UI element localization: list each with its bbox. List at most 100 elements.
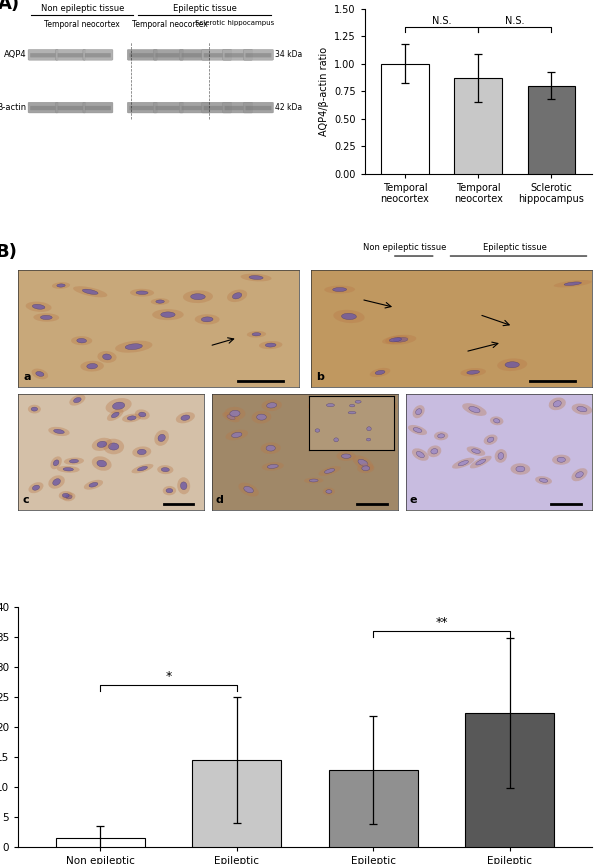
Ellipse shape (26, 302, 52, 312)
FancyBboxPatch shape (30, 53, 56, 57)
Ellipse shape (329, 393, 337, 396)
Ellipse shape (109, 443, 119, 450)
Ellipse shape (380, 402, 391, 408)
Ellipse shape (87, 364, 98, 369)
Ellipse shape (131, 453, 146, 456)
Ellipse shape (267, 465, 278, 468)
Ellipse shape (232, 293, 242, 299)
Ellipse shape (158, 435, 165, 442)
Ellipse shape (325, 474, 328, 476)
Ellipse shape (34, 313, 59, 321)
Ellipse shape (307, 336, 323, 339)
Ellipse shape (285, 393, 292, 397)
Ellipse shape (200, 501, 206, 505)
Ellipse shape (66, 495, 72, 499)
Ellipse shape (562, 317, 579, 321)
Ellipse shape (303, 457, 307, 461)
Bar (56, 838, 145, 847)
Ellipse shape (520, 500, 526, 505)
Ellipse shape (49, 473, 53, 477)
Ellipse shape (115, 289, 124, 293)
Ellipse shape (32, 369, 48, 379)
Ellipse shape (405, 401, 415, 407)
Ellipse shape (365, 485, 370, 488)
Ellipse shape (532, 446, 541, 454)
Ellipse shape (234, 417, 239, 422)
Text: 42 kDa: 42 kDa (275, 103, 303, 112)
Ellipse shape (482, 462, 492, 466)
Ellipse shape (59, 491, 73, 500)
Y-axis label: AQP4/β-actin ratio: AQP4/β-actin ratio (318, 47, 329, 136)
Ellipse shape (335, 402, 349, 406)
Ellipse shape (84, 480, 103, 490)
Ellipse shape (224, 407, 245, 420)
Ellipse shape (232, 432, 242, 437)
Ellipse shape (122, 353, 131, 361)
Ellipse shape (374, 397, 397, 412)
Ellipse shape (548, 394, 551, 400)
Ellipse shape (125, 344, 142, 350)
Ellipse shape (462, 403, 487, 416)
Ellipse shape (242, 430, 249, 435)
Ellipse shape (231, 381, 240, 388)
Ellipse shape (141, 395, 152, 398)
Ellipse shape (377, 454, 386, 460)
Ellipse shape (71, 296, 77, 300)
Ellipse shape (362, 423, 370, 429)
Ellipse shape (316, 352, 326, 359)
Ellipse shape (162, 451, 175, 454)
Ellipse shape (25, 506, 36, 512)
Ellipse shape (273, 301, 279, 307)
Ellipse shape (262, 399, 282, 411)
Ellipse shape (516, 467, 525, 472)
Ellipse shape (422, 428, 426, 434)
Ellipse shape (93, 288, 106, 290)
Text: AQP4: AQP4 (4, 50, 26, 60)
Ellipse shape (373, 403, 387, 414)
Ellipse shape (97, 442, 107, 448)
Ellipse shape (575, 357, 581, 365)
Ellipse shape (279, 315, 300, 319)
Text: Epileptic tissue: Epileptic tissue (483, 243, 547, 251)
Ellipse shape (495, 409, 503, 412)
Ellipse shape (103, 439, 124, 454)
Ellipse shape (84, 493, 91, 498)
Bar (454, 78, 502, 174)
Ellipse shape (36, 372, 44, 377)
Ellipse shape (35, 349, 46, 353)
Ellipse shape (308, 298, 317, 302)
Text: *: * (165, 670, 171, 683)
Ellipse shape (48, 427, 70, 436)
Ellipse shape (210, 428, 217, 432)
Ellipse shape (350, 506, 355, 510)
Ellipse shape (222, 412, 240, 422)
Ellipse shape (173, 316, 181, 320)
Ellipse shape (316, 501, 326, 505)
Ellipse shape (444, 379, 459, 385)
Ellipse shape (479, 308, 491, 314)
FancyBboxPatch shape (202, 102, 232, 113)
Text: Non epileptic tissue: Non epileptic tissue (40, 3, 124, 13)
Ellipse shape (527, 314, 536, 321)
Ellipse shape (109, 501, 115, 507)
Ellipse shape (138, 334, 148, 340)
Ellipse shape (576, 472, 583, 478)
Ellipse shape (442, 395, 448, 402)
Ellipse shape (361, 363, 368, 367)
Ellipse shape (172, 370, 179, 375)
Ellipse shape (311, 378, 320, 381)
Ellipse shape (490, 416, 503, 425)
Ellipse shape (515, 272, 529, 277)
Ellipse shape (342, 454, 351, 459)
Ellipse shape (281, 440, 285, 442)
Ellipse shape (498, 309, 506, 313)
Ellipse shape (390, 415, 395, 422)
Ellipse shape (362, 466, 370, 471)
Ellipse shape (561, 435, 567, 438)
Ellipse shape (285, 397, 298, 400)
Ellipse shape (231, 440, 239, 445)
Ellipse shape (309, 479, 318, 482)
Ellipse shape (91, 359, 96, 360)
Ellipse shape (428, 446, 441, 457)
Ellipse shape (70, 460, 79, 463)
